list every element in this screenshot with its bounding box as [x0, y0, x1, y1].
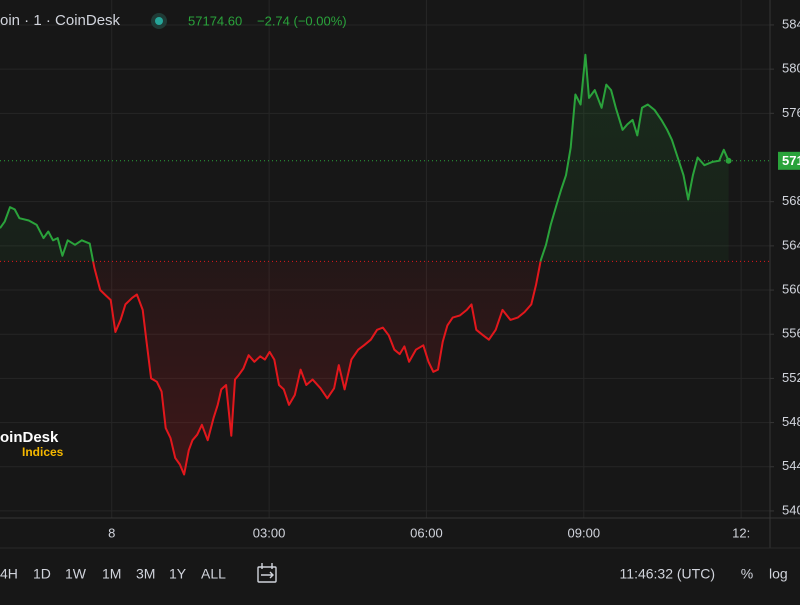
- logo-brand: oinDesk: [0, 429, 59, 446]
- y-tick-label: 544: [782, 458, 800, 473]
- y-tick-label: 568: [782, 193, 800, 208]
- range-button[interactable]: 1D: [33, 566, 51, 582]
- price-change: −2.74 (−0.00%): [257, 13, 347, 28]
- y-tick-label: 556: [782, 326, 800, 341]
- y-tick-label: 576: [782, 105, 800, 120]
- percent-toggle[interactable]: %: [741, 566, 753, 582]
- last-price-tag: [778, 151, 800, 170]
- x-tick-label: 8: [108, 525, 115, 540]
- log-toggle[interactable]: log: [769, 566, 788, 582]
- x-tick-label: 09:00: [568, 525, 601, 540]
- last-point: [725, 157, 732, 164]
- status-dot: [155, 17, 163, 25]
- range-button[interactable]: 4H: [0, 566, 18, 582]
- date-range-icon[interactable]: [257, 563, 277, 583]
- y-tick-label: 580: [782, 61, 800, 76]
- x-tick-label: 03:00: [253, 525, 286, 540]
- logo-sub: Indices: [22, 445, 64, 459]
- area-fill: [0, 54, 729, 475]
- range-button[interactable]: ALL: [201, 566, 226, 582]
- x-tick-label: 06:00: [410, 525, 443, 540]
- range-button[interactable]: 1W: [65, 566, 87, 582]
- price-line: [0, 53, 730, 476]
- y-tick-label: 540: [782, 502, 800, 517]
- y-tick-label: 552: [782, 370, 800, 385]
- y-tick-label: 548: [782, 414, 800, 429]
- range-button[interactable]: 1M: [102, 566, 121, 582]
- last-price: 57174.60: [188, 13, 242, 28]
- symbol-title: oin · 1 · CoinDesk: [0, 12, 121, 29]
- y-tick-label: 564: [782, 237, 800, 252]
- range-button[interactable]: 3M: [136, 566, 155, 582]
- range-button[interactable]: 1Y: [169, 566, 187, 582]
- last-price-tag-label: 571: [782, 153, 800, 168]
- y-tick-label: 584: [782, 16, 800, 31]
- x-tick-label: 12:: [732, 525, 750, 540]
- y-tick-label: 560: [782, 281, 800, 296]
- clock: 11:46:32 (UTC): [620, 566, 715, 582]
